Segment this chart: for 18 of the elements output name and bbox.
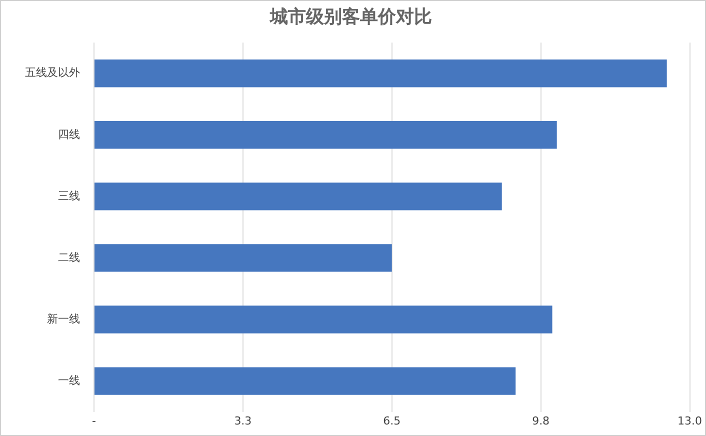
chart-title: 城市级别客单价对比 (269, 6, 432, 28)
y-tick-label: 新一线 (47, 312, 80, 326)
y-tick-label: 二线 (58, 250, 80, 264)
y-tick-label: 五线及以外 (25, 66, 80, 80)
x-tick-label: 6.5 (383, 414, 401, 428)
y-tick-label: 三线 (58, 189, 80, 202)
x-tick-label: - (92, 414, 96, 428)
x-tick-label: 13.0 (678, 414, 702, 428)
bar (94, 367, 516, 395)
y-tick-label: 一线 (58, 374, 80, 387)
bar (94, 60, 667, 88)
x-tick-label: 3.3 (234, 414, 252, 428)
bar (94, 182, 502, 210)
bar (94, 121, 557, 149)
y-tick-label: 四线 (58, 128, 80, 141)
bar (94, 306, 552, 334)
bar (94, 244, 392, 272)
x-tick-label: 9.8 (532, 414, 550, 428)
